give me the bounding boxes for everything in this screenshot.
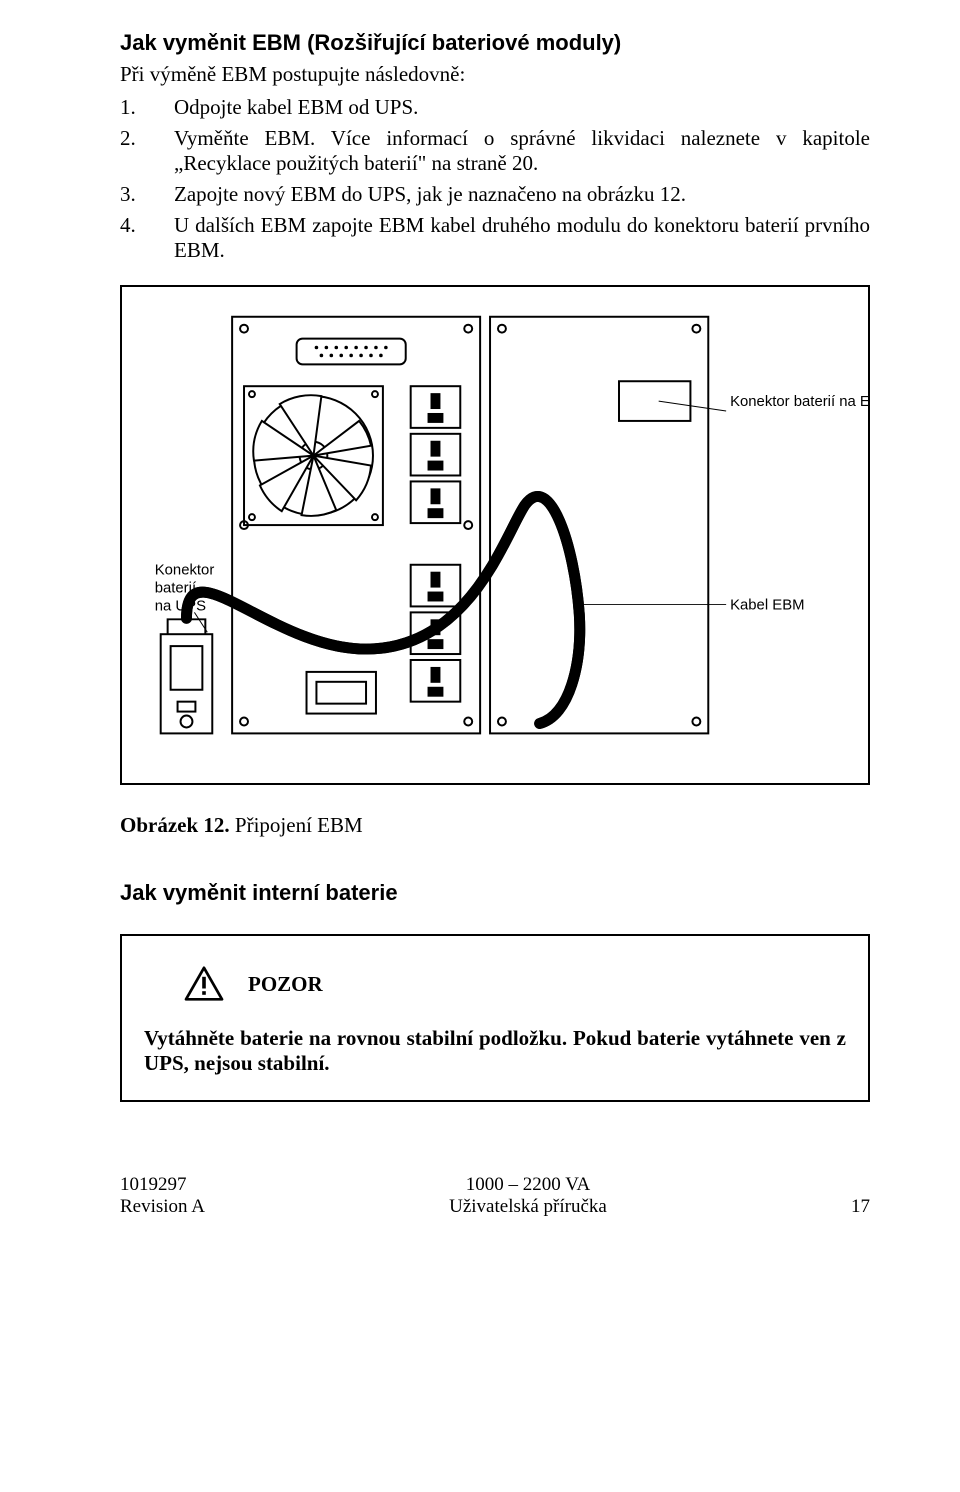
subsection-title: Jak vyměnit interní baterie (120, 880, 870, 906)
steps-list: 1. Odpojte kabel EBM od UPS. 2. Vyměňte … (120, 95, 870, 263)
section-title: Jak vyměnit EBM (Rozšiřující bateriové m… (120, 30, 870, 56)
label-ups-connector-1: Konektor (155, 563, 215, 579)
figure-box: Konektor baterií na EBM Kabel EBM Konekt… (120, 285, 870, 785)
label-ups-connector-2: baterií (155, 581, 197, 597)
label-cable-ebm: Kabel EBM (730, 597, 804, 613)
figure-caption: Obrázek 12. Připojení EBM (120, 813, 870, 838)
step-4-num: 4. (120, 213, 174, 263)
warning-icon (184, 966, 224, 1002)
warning-header: POZOR (184, 966, 846, 1002)
step-3: 3. Zapojte nový EBM do UPS, jak je nazna… (120, 182, 870, 207)
warning-box: POZOR Vytáhněte baterie na rovnou stabil… (120, 934, 870, 1102)
page: Jak vyměnit EBM (Rozšiřující bateriové m… (0, 0, 960, 1258)
page-footer: 1019297 Revision A 1000 – 2200 VA Uživat… (120, 1174, 870, 1218)
footer-doc-number: 1019297 (120, 1174, 205, 1196)
step-3-num: 3. (120, 182, 174, 207)
footer-left: 1019297 Revision A (120, 1174, 205, 1218)
warning-label: POZOR (248, 972, 323, 997)
step-1-num: 1. (120, 95, 174, 120)
footer-model: 1000 – 2200 VA (449, 1174, 607, 1196)
step-2-num: 2. (120, 126, 174, 176)
footer-center: 1000 – 2200 VA Uživatelská příručka (449, 1174, 607, 1218)
ebm-diagram: Konektor baterií na EBM Kabel EBM Konekt… (122, 287, 868, 783)
footer-revision: Revision A (120, 1196, 205, 1218)
footer-page-number: 17 (851, 1196, 870, 1218)
footer-doc-title: Uživatelská příručka (449, 1196, 607, 1218)
step-3-text: Zapojte nový EBM do UPS, jak je naznačen… (174, 182, 870, 207)
warning-text: Vytáhněte baterie na rovnou stabilní pod… (144, 1026, 846, 1076)
step-1: 1. Odpojte kabel EBM od UPS. (120, 95, 870, 120)
step-2: 2. Vyměňte EBM. Více informací o správné… (120, 126, 870, 176)
step-4: 4. U dalších EBM zapojte EBM kabel druhé… (120, 213, 870, 263)
label-ebm-connector: Konektor baterií na EBM (730, 394, 868, 410)
step-2-text: Vyměňte EBM. Více informací o správné li… (174, 126, 870, 176)
step-4-text: U dalších EBM zapojte EBM kabel druhého … (174, 213, 870, 263)
label-ups-connector-3: na UPS (155, 598, 206, 614)
step-1-text: Odpojte kabel EBM od UPS. (174, 95, 870, 120)
intro-text: Při výměně EBM postupujte následovně: (120, 62, 870, 87)
figure-caption-bold: Obrázek 12. (120, 813, 230, 837)
figure-caption-rest: Připojení EBM (230, 813, 363, 837)
